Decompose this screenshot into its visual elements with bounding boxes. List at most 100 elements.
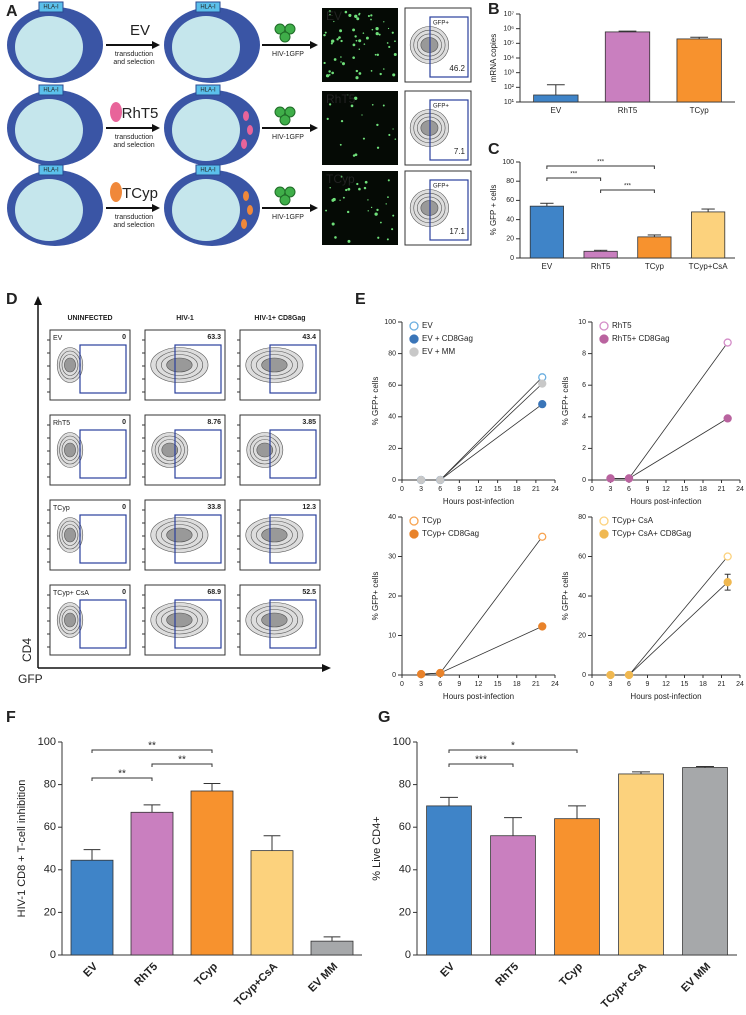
hla-receptor <box>38 164 64 176</box>
y-axis-label: % GFP+ cells <box>561 572 570 621</box>
panel-label: B <box>488 1 500 18</box>
point <box>436 668 445 678</box>
x-tick-label: 6 <box>627 681 631 688</box>
cell-dot <box>338 36 341 39</box>
cell-dot <box>328 70 331 73</box>
contour <box>64 612 76 628</box>
gate-value: 46.2 <box>449 64 465 73</box>
cell-dot <box>340 119 344 123</box>
contour <box>166 357 193 373</box>
panel-label: G <box>378 709 390 726</box>
x-tick-label: TCyp+ CsA <box>599 961 649 1011</box>
cell-dot <box>350 104 354 108</box>
cell-dot <box>370 206 373 209</box>
x-tick-label: RhT5 <box>618 106 638 115</box>
cell-dot <box>329 13 331 16</box>
legend-label: TCyp+ CsA+ CD8Gag <box>612 529 691 538</box>
gate-value: 43.4 <box>302 334 316 341</box>
y-tick-label: 6 <box>582 382 586 389</box>
contour <box>166 612 193 628</box>
y-axis-label: % Live CD4+ <box>371 816 383 881</box>
y-tick-label: 60 <box>388 382 396 389</box>
significance-label: *** <box>624 184 632 190</box>
restriction-factor <box>243 111 249 121</box>
y-tick-label: 10 <box>388 632 396 639</box>
bar <box>583 250 618 259</box>
x-tick-label: 9 <box>457 486 461 493</box>
y-tick-label: 60 <box>399 821 411 833</box>
step-label: transduction <box>115 214 153 221</box>
x-tick-label: EV <box>438 960 457 979</box>
cell-dot <box>340 56 342 58</box>
x-tick-label: 15 <box>494 486 502 493</box>
cell-dot <box>339 143 342 146</box>
row-label: EV <box>53 335 63 342</box>
panel-label: A <box>6 3 18 20</box>
x-tick-label: RhT5 <box>493 961 521 989</box>
cell-dot <box>347 187 351 191</box>
y-tick-label: 20 <box>578 632 586 639</box>
cell-dot <box>386 238 389 241</box>
hla-receptor <box>195 164 221 176</box>
arrow-head <box>152 204 160 212</box>
cell-dot <box>392 128 394 130</box>
cell-dot <box>370 18 372 21</box>
step-label: and selection <box>113 142 154 149</box>
x-tick-label: 24 <box>736 486 744 493</box>
micrograph <box>322 171 398 245</box>
cell-dot <box>370 70 373 72</box>
series-line <box>421 383 543 481</box>
row-label: TCyp+ CsA <box>53 590 89 597</box>
error-bar <box>546 84 565 96</box>
cell-dot <box>391 31 394 34</box>
bar <box>250 850 294 956</box>
gate-label: GFP+ <box>433 184 449 190</box>
cell-dot <box>354 14 358 18</box>
cell-dot <box>330 42 333 45</box>
gate <box>269 514 317 564</box>
gate <box>174 429 222 479</box>
point <box>606 474 615 483</box>
step-label: and selection <box>113 59 154 66</box>
point <box>624 474 634 483</box>
legend-label: TCyp+ CD8Gag <box>422 529 479 538</box>
y-axis-label: HIV-1 CD8 + T-cell inhibition <box>16 780 28 918</box>
y-tick-label: 80 <box>399 779 411 791</box>
cell-dot <box>386 42 389 44</box>
y-tick-label: 40 <box>506 216 514 223</box>
x-tick-label: 3 <box>609 681 613 688</box>
cell-dot <box>332 197 336 202</box>
x-tick-label: EV <box>542 262 553 271</box>
cell-dot <box>388 45 391 49</box>
factor-icon <box>110 102 122 122</box>
x-tick-label: 18 <box>513 681 521 688</box>
x-axis-label: GFP <box>18 672 43 686</box>
x-tick-label: 0 <box>590 486 594 493</box>
cell-dot <box>387 179 390 182</box>
contour <box>256 442 274 458</box>
gate <box>79 429 127 479</box>
legend-marker <box>409 529 419 539</box>
arrow-head <box>322 664 331 672</box>
y-axis-label: % GFP+ cells <box>561 377 570 426</box>
x-axis-label: Hours post-infection <box>630 692 701 701</box>
gate <box>269 429 317 479</box>
y-tick-label: 10³ <box>504 70 515 77</box>
x-tick-label: 24 <box>736 681 744 688</box>
bar <box>691 211 726 259</box>
arrow-head <box>310 41 318 49</box>
x-tick-label: 21 <box>532 486 540 493</box>
cell-dot <box>331 39 335 43</box>
x-tick-label: TCyp+CsA <box>689 262 729 271</box>
bar <box>682 767 728 956</box>
gate <box>429 16 469 78</box>
cell-dot <box>367 210 369 212</box>
legend-marker <box>599 321 609 331</box>
x-tick-label: 3 <box>419 681 423 688</box>
x-tick-label: 12 <box>662 486 670 493</box>
hla-label: HLA-I <box>200 168 216 174</box>
point <box>723 338 732 347</box>
x-tick-label: 21 <box>718 486 726 493</box>
cell-dot <box>354 35 357 38</box>
gate-value: 63.3 <box>207 334 221 341</box>
